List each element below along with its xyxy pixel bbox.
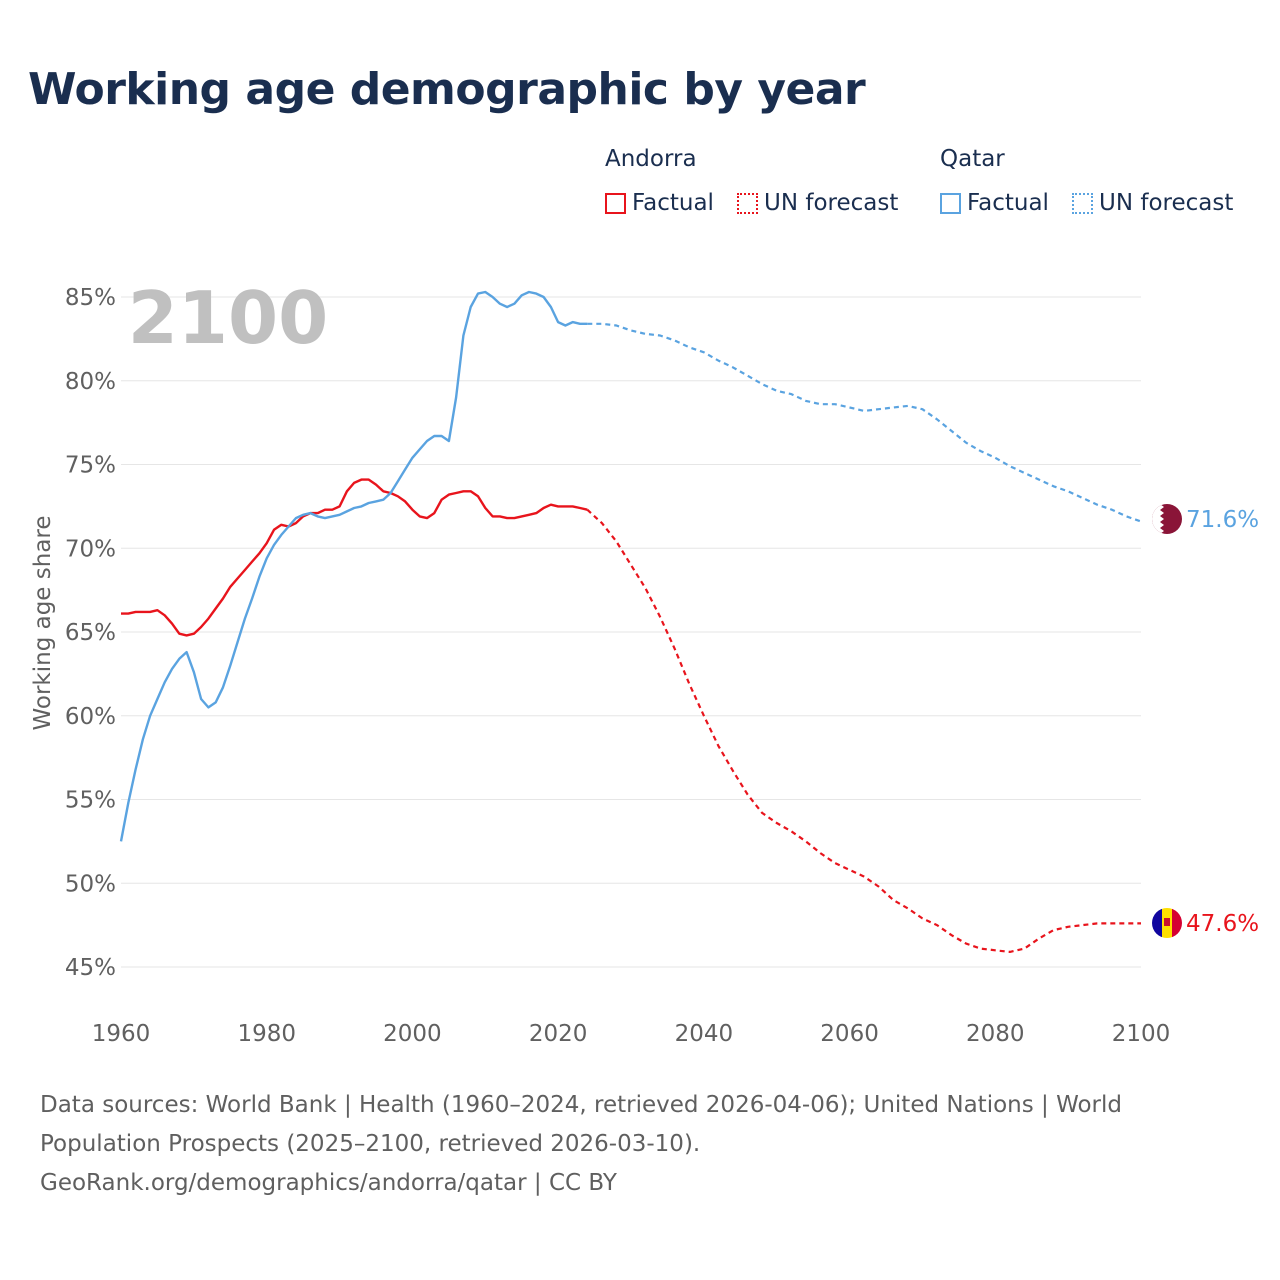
x-tick-label: 1980 bbox=[237, 1021, 296, 1047]
legend-swatch-solid bbox=[605, 192, 626, 214]
legend-item-label: UN forecast bbox=[764, 190, 899, 216]
y-tick-label: 80% bbox=[65, 369, 116, 395]
legend-item-qatar-forecast[interactable]: UN forecast bbox=[1072, 190, 1233, 216]
legend-swatch-dotted bbox=[737, 192, 758, 214]
y-tick-label: 60% bbox=[65, 704, 116, 730]
andorra-flag bbox=[1152, 908, 1182, 938]
legend-item-label: Factual bbox=[967, 190, 1049, 216]
line-chart: 45% 50% 55% 60% 65% 70% 75% 80% 85% 1960 1980 2000… bbox=[30, 276, 1259, 1047]
y-tick-label: 75% bbox=[65, 453, 116, 479]
legend-swatch-dotted bbox=[1072, 192, 1093, 214]
legend-group-name: Andorra bbox=[605, 146, 697, 172]
year-watermark: 2100 bbox=[128, 276, 328, 360]
legend-group-name: Qatar bbox=[940, 146, 1005, 172]
x-tick-label: 2060 bbox=[820, 1021, 879, 1047]
y-tick-label: 70% bbox=[65, 536, 116, 562]
x-tick-label: 2100 bbox=[1112, 1021, 1171, 1047]
y-tick-label: 55% bbox=[65, 788, 116, 814]
x-tick-label: 1960 bbox=[92, 1021, 151, 1047]
y-tick-label: 50% bbox=[65, 871, 116, 897]
legend-item-qatar-factual[interactable]: Factual bbox=[940, 190, 1049, 216]
legend-swatch-solid bbox=[940, 192, 961, 214]
qatar-flag bbox=[1152, 504, 1182, 534]
chart-title: Working age demographic by year bbox=[28, 64, 866, 115]
footer-sources: Data sources: World Bank | Health (1960–… bbox=[40, 1086, 1220, 1203]
y-axis-label: Working age share bbox=[30, 515, 56, 730]
y-tick-label: 85% bbox=[65, 285, 116, 311]
y-axis-ticks: 45% 50% 55% 60% 65% 70% 75% 80% 85% bbox=[65, 285, 116, 981]
footer-line: Population Prospects (2025–2100, retriev… bbox=[40, 1131, 701, 1157]
gridlines bbox=[121, 296, 1141, 968]
series-lines bbox=[119, 290, 1142, 953]
footer-line: Data sources: World Bank | Health (1960–… bbox=[40, 1092, 1122, 1118]
legend-item-andorra-forecast[interactable]: UN forecast bbox=[737, 190, 898, 216]
legend-item-label: UN forecast bbox=[1099, 190, 1234, 216]
x-tick-label: 2040 bbox=[675, 1021, 734, 1047]
y-tick-label: 45% bbox=[65, 955, 116, 981]
legend-item-andorra-factual[interactable]: Factual bbox=[605, 190, 714, 216]
qatar-forecast-line bbox=[587, 322, 1142, 523]
footer-line: GeoRank.org/demographics/andorra/qatar |… bbox=[40, 1170, 617, 1196]
qatar-factual-line bbox=[119, 290, 588, 842]
andorra-end-label: 47.6% bbox=[1186, 911, 1259, 937]
x-tick-label: 2020 bbox=[529, 1021, 588, 1047]
andorra-forecast-line bbox=[586, 508, 1141, 953]
legend-item-label: Factual bbox=[632, 190, 714, 216]
x-axis-ticks: 1960 1980 2000 2020 2040 2060 2080 2100 bbox=[92, 1021, 1171, 1047]
x-tick-label: 2000 bbox=[383, 1021, 442, 1047]
qatar-end-label: 71.6% bbox=[1186, 507, 1259, 533]
andorra-factual-line bbox=[121, 478, 588, 637]
x-tick-label: 2080 bbox=[966, 1021, 1025, 1047]
y-tick-label: 65% bbox=[65, 620, 116, 646]
